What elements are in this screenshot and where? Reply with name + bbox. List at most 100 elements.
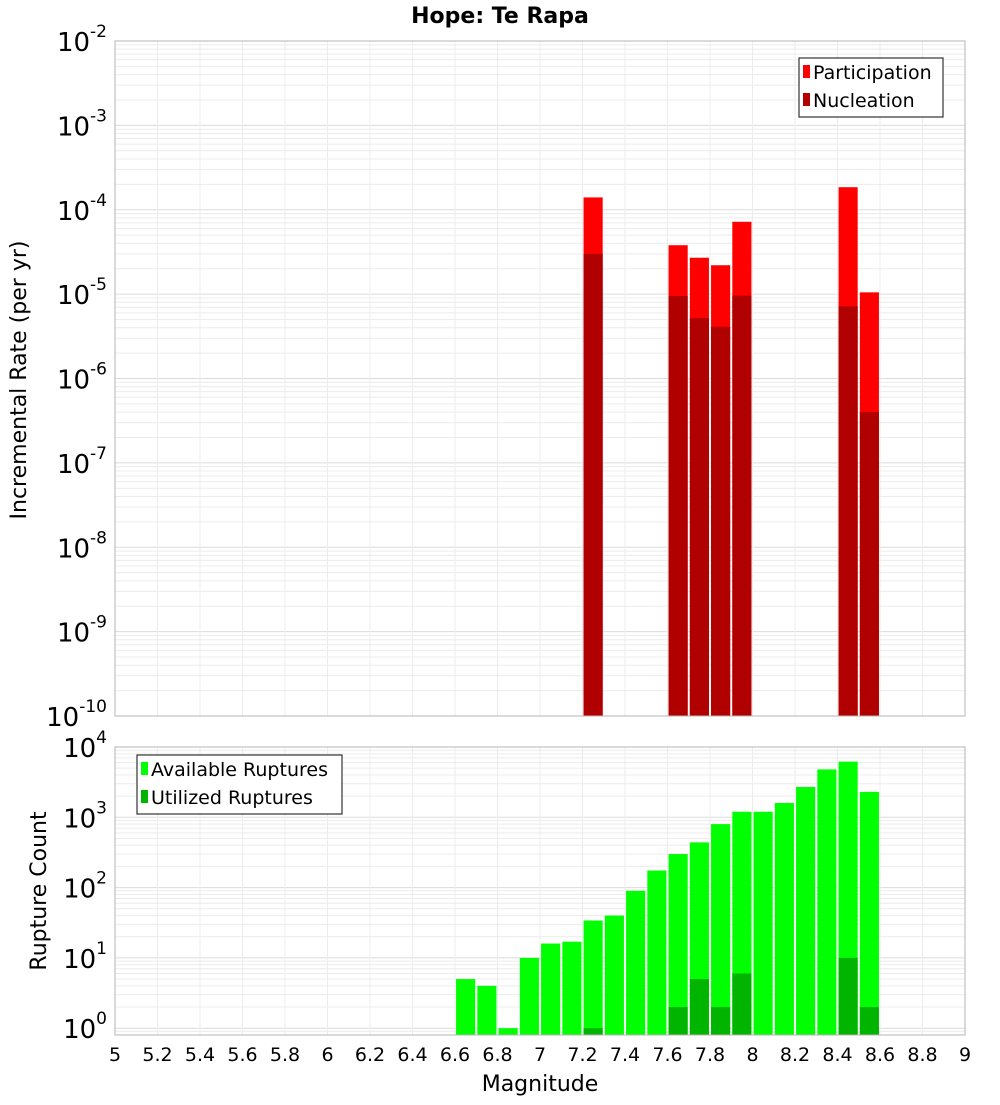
top-y-tick-exponent: -10 <box>79 697 107 717</box>
bottom-legend: Available Ruptures Utilized Ruptures <box>136 754 343 815</box>
bottom-bar-available-ruptures <box>647 870 667 1035</box>
top-y-tick-label: 10-2 <box>57 22 107 58</box>
x-tick-label: 6 <box>321 1044 333 1066</box>
bottom-legend-label-available-ruptures: Available Ruptures <box>151 759 328 781</box>
x-tick-label: 7 <box>534 1044 546 1066</box>
bottom-bar-available-ruptures <box>626 890 646 1035</box>
bottom-y-axis-label: Rupture Count <box>27 811 52 971</box>
bottom-bar-available-ruptures <box>541 943 561 1035</box>
bottom-bar-utilized-ruptures <box>689 979 709 1035</box>
x-tick-label: 7.8 <box>695 1044 725 1066</box>
top-bar-nucleation <box>689 318 709 716</box>
x-tick-label: 7.2 <box>567 1044 597 1066</box>
bottom-y-tick-exponent: 0 <box>96 1009 107 1029</box>
top-bar-nucleation <box>838 306 858 716</box>
bottom-y-tick-exponent: 2 <box>96 869 107 889</box>
bottom-legend-swatch-available-ruptures <box>141 762 148 775</box>
top-y-tick-base: 10 <box>57 28 90 58</box>
top-y-tick-exponent: -3 <box>90 106 107 126</box>
top-y-tick-base: 10 <box>57 281 90 311</box>
bottom-bar-available-ruptures <box>711 824 731 1035</box>
bottom-legend-swatch-utilized-ruptures <box>141 790 148 803</box>
bottom-bar-utilized-ruptures <box>583 1028 603 1035</box>
x-tick-label: 5.4 <box>185 1044 215 1066</box>
x-tick-label: 8.8 <box>907 1044 937 1066</box>
bottom-bar-utilized-ruptures <box>859 1007 879 1035</box>
x-tick-label: 5.8 <box>270 1044 300 1066</box>
top-y-tick-base: 10 <box>57 619 90 649</box>
top-y-tick-base: 10 <box>46 703 79 733</box>
top-bar-nucleation <box>583 253 603 716</box>
x-tick-label: 6.8 <box>482 1044 512 1066</box>
bottom-legend-box <box>136 754 343 815</box>
x-tick-label: 7.6 <box>652 1044 682 1066</box>
top-y-tick-label: 10-8 <box>57 528 107 564</box>
top-legend-label-nucleation: Nucleation <box>813 90 915 112</box>
top-y-tick-base: 10 <box>57 197 90 227</box>
bottom-bar-available-ruptures <box>859 791 879 1035</box>
top-y-tick-label: 10-7 <box>57 444 107 480</box>
bottom-bar-available-ruptures <box>753 811 773 1035</box>
x-tick-label: 9 <box>959 1044 971 1066</box>
bottom-bar-utilized-ruptures <box>838 957 858 1035</box>
bottom-y-tick-base: 10 <box>63 804 96 834</box>
top-legend-swatch-participation <box>803 65 810 78</box>
x-tick-label: 7.4 <box>610 1044 640 1066</box>
bottom-plot-border <box>114 746 966 1036</box>
top-panel: 10-1010-910-810-710-610-510-410-310-2Par… <box>46 22 966 733</box>
bottom-bar-utilized-ruptures <box>732 973 752 1035</box>
top-y-tick-label: 10-10 <box>46 697 107 733</box>
top-plot-border <box>114 40 966 717</box>
bottom-y-tick-label: 101 <box>63 939 107 975</box>
top-y-tick-base: 10 <box>57 366 90 396</box>
top-y-tick-label: 10-4 <box>57 191 107 227</box>
bottom-bar-available-ruptures <box>456 979 476 1035</box>
bottom-y-tick-base: 10 <box>63 945 96 975</box>
bottom-y-tick-label: 100 <box>63 1009 107 1045</box>
top-bar-nucleation <box>732 295 752 716</box>
top-legend-box <box>798 57 944 118</box>
bottom-bar-utilized-ruptures <box>668 1007 688 1035</box>
bottom-y-tick-base: 10 <box>63 875 96 905</box>
x-tick-label: 8.4 <box>822 1044 852 1066</box>
top-y-tick-exponent: -8 <box>90 528 107 548</box>
x-tick-label: 5.6 <box>227 1044 257 1066</box>
x-tick-label: 5 <box>109 1044 121 1066</box>
x-tick-label: 6.2 <box>355 1044 385 1066</box>
bottom-legend-label-utilized-ruptures: Utilized Ruptures <box>151 787 313 809</box>
bottom-y-tick-label: 103 <box>63 798 107 834</box>
top-y-tick-exponent: -2 <box>90 22 107 42</box>
bottom-bar-available-ruptures <box>668 854 688 1035</box>
bottom-bar-available-ruptures <box>817 769 837 1035</box>
x-tick-label: 8.2 <box>780 1044 810 1066</box>
top-y-tick-base: 10 <box>57 534 90 564</box>
top-y-tick-base: 10 <box>57 450 90 480</box>
x-tick-label: 8.6 <box>865 1044 895 1066</box>
bottom-y-tick-label: 104 <box>63 728 107 764</box>
chart-title: Hope: Te Rapa <box>411 4 589 29</box>
x-tick-label: 6.4 <box>397 1044 427 1066</box>
x-tick-label: 6.6 <box>440 1044 470 1066</box>
top-y-tick-base: 10 <box>57 112 90 142</box>
bottom-y-tick-exponent: 4 <box>96 728 107 748</box>
top-bar-nucleation <box>711 326 731 716</box>
top-y-tick-exponent: -5 <box>90 275 107 295</box>
bottom-bar-available-ruptures <box>562 941 582 1035</box>
bottom-y-tick-exponent: 1 <box>96 939 107 959</box>
top-legend-swatch-nucleation <box>803 93 810 106</box>
bottom-y-tick-base: 10 <box>63 734 96 764</box>
bottom-bar-available-ruptures <box>477 985 497 1035</box>
top-y-tick-label: 10-5 <box>57 275 107 311</box>
top-y-tick-label: 10-6 <box>57 360 107 396</box>
x-axis-label: Magnitude <box>482 1072 599 1097</box>
x-tick-label: 5.2 <box>142 1044 172 1066</box>
bottom-bar-available-ruptures <box>519 957 539 1035</box>
top-y-tick-exponent: -7 <box>90 444 107 464</box>
bottom-bar-available-ruptures <box>583 920 603 1035</box>
bottom-y-tick-label: 102 <box>63 869 107 905</box>
top-bar-nucleation <box>859 412 879 716</box>
top-legend-label-participation: Participation <box>813 62 932 84</box>
x-tick-label: 8 <box>746 1044 758 1066</box>
top-y-axis-label: Incremental Rate (per yr) <box>7 241 32 520</box>
